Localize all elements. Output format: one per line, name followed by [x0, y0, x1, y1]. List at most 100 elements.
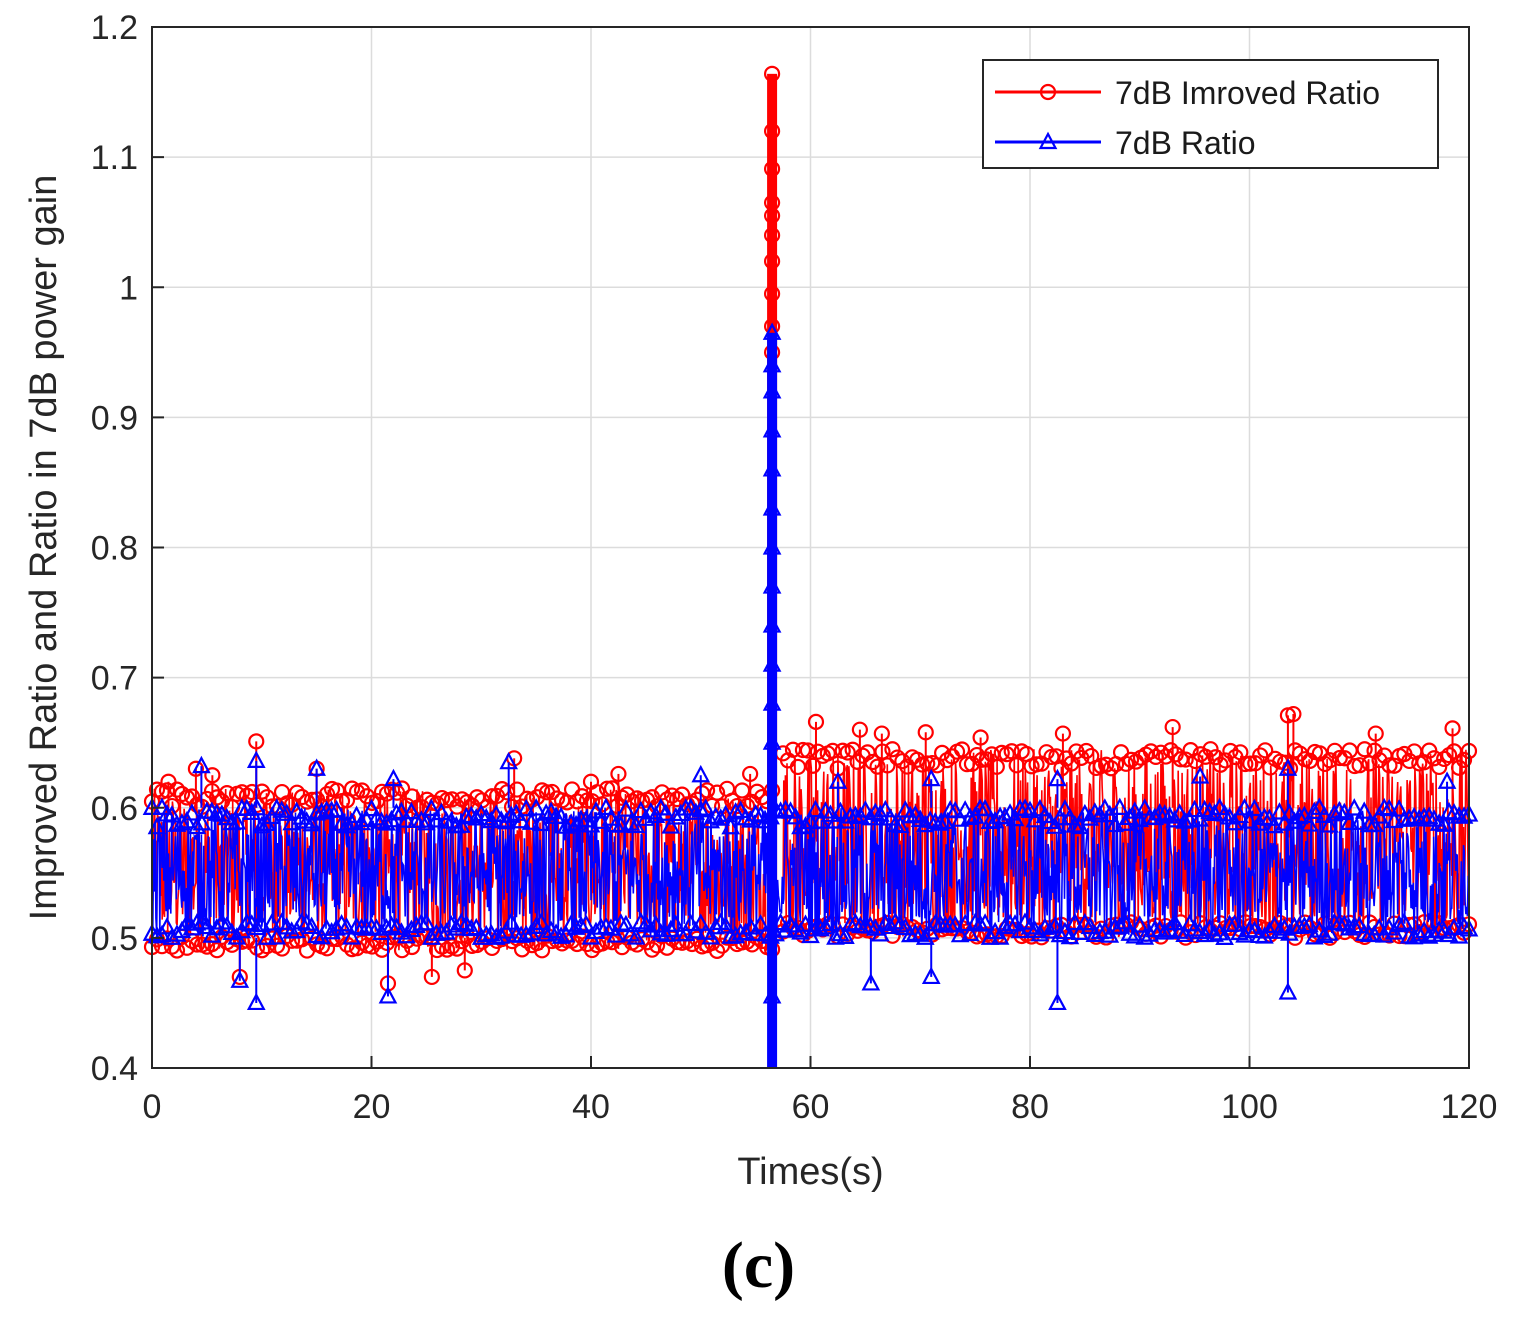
axes: 0 20 40 60 80 100 120 0.4 0.5 0.6 0.7 0.8 0.9 1 1.1 1.2	[91, 9, 1498, 1126]
data-point-marker	[157, 917, 177, 935]
data-point-marker	[960, 807, 980, 826]
data-point-marker	[828, 771, 848, 789]
data-point-marker	[1247, 755, 1264, 772]
series-ratio	[142, 322, 1479, 1068]
data-point-marker	[873, 725, 890, 742]
data-point-marker	[953, 741, 971, 758]
data-point-marker	[573, 788, 591, 805]
legend: 7dB Imroved Ratio 7dB Ratio	[982, 59, 1439, 169]
data-point-marker	[1434, 814, 1454, 832]
data-point-marker	[1215, 927, 1234, 945]
data-point-marker	[762, 615, 782, 633]
data-point-marker	[1110, 797, 1130, 815]
data-point-marker	[158, 782, 176, 799]
data-point-marker	[864, 753, 881, 771]
data-point-marker	[1426, 750, 1443, 767]
data-point-marker	[496, 921, 516, 939]
data-point-marker	[1386, 757, 1403, 774]
data-point-marker	[1285, 705, 1302, 723]
grid	[151, 26, 1470, 1069]
data-point-marker	[1364, 814, 1384, 832]
y-tick-label: 0.6	[91, 790, 138, 828]
data-point-marker	[1155, 922, 1175, 940]
data-point-marker	[1008, 757, 1025, 774]
data-point-marker	[456, 962, 473, 979]
data-point-marker	[582, 773, 600, 790]
data-point-marker	[646, 915, 666, 933]
data-point-marker	[762, 420, 782, 438]
data-point-marker	[581, 927, 601, 945]
data-point-marker	[836, 926, 855, 944]
data-point-marker	[382, 915, 401, 933]
data-point-marker	[162, 805, 182, 823]
data-point-marker	[327, 799, 346, 818]
data-point-marker	[596, 797, 616, 816]
data-point-marker	[1399, 808, 1419, 826]
data-point-marker	[1164, 718, 1181, 736]
data-point-marker	[666, 914, 686, 932]
data-point-marker	[422, 798, 441, 816]
data-point-marker	[919, 755, 936, 772]
data-point-marker	[531, 813, 551, 832]
data-point-marker	[1278, 758, 1298, 776]
y-tick-label: 0.5	[91, 920, 138, 958]
data-point-marker	[1100, 925, 1120, 943]
data-point-marker	[1172, 751, 1189, 768]
data-point-marker	[516, 924, 536, 943]
data-point-marker	[1444, 917, 1464, 936]
data-point-marker	[187, 816, 207, 835]
data-point-marker	[377, 813, 396, 831]
data-point-marker	[1175, 811, 1194, 829]
data-point-marker	[804, 757, 821, 774]
data-point-marker	[491, 926, 511, 944]
data-point-marker	[417, 913, 436, 931]
data-point-marker	[930, 813, 950, 831]
data-point-marker	[187, 760, 204, 777]
data-point-marker	[387, 803, 406, 821]
data-point-marker	[378, 986, 398, 1004]
data-point-marker	[307, 758, 326, 776]
data-point-marker	[1015, 798, 1035, 816]
data-point-marker	[252, 914, 272, 932]
data-point-marker	[731, 800, 750, 818]
data-point-marker	[856, 800, 875, 818]
data-point-marker	[242, 802, 262, 820]
data-point-marker	[288, 784, 306, 801]
x-tick-label: 80	[1011, 1088, 1049, 1126]
y-tick-label: 0.4	[91, 1050, 138, 1088]
data-point-marker	[1147, 748, 1164, 766]
data-point-marker	[1437, 771, 1457, 789]
data-point-marker	[1339, 812, 1359, 830]
data-point-marker	[861, 973, 881, 991]
data-point-marker	[861, 916, 880, 934]
data-point-marker	[337, 815, 356, 834]
data-point-marker	[1055, 799, 1075, 817]
data-point-marker	[1117, 755, 1135, 772]
data-point-marker	[1125, 926, 1145, 944]
data-point-marker	[267, 927, 287, 945]
data-point-marker	[763, 253, 781, 270]
data-point-marker	[1439, 801, 1459, 820]
data-point-marker	[762, 986, 782, 1004]
data-point-marker	[1005, 808, 1025, 827]
data-point-marker	[1321, 752, 1338, 769]
data-point-marker	[900, 924, 920, 943]
data-point-marker	[762, 732, 782, 750]
data-point-marker	[1384, 810, 1404, 829]
data-point-marker	[880, 916, 900, 935]
data-point-marker	[247, 797, 267, 816]
data-point-marker	[392, 801, 411, 820]
data-point-marker	[826, 927, 845, 945]
data-point-marker	[975, 913, 995, 931]
data-point-marker	[875, 799, 895, 818]
data-point-marker	[521, 812, 541, 830]
data-point-marker	[312, 802, 331, 820]
data-point-marker	[1252, 747, 1269, 764]
data-point-marker	[262, 913, 282, 931]
data-point-marker	[160, 773, 177, 790]
data-point-marker	[423, 968, 440, 986]
data-point-marker	[536, 803, 556, 821]
data-point-marker	[611, 913, 631, 931]
legend-label: 7dB Ratio	[1115, 125, 1256, 161]
data-point-marker	[526, 916, 546, 934]
